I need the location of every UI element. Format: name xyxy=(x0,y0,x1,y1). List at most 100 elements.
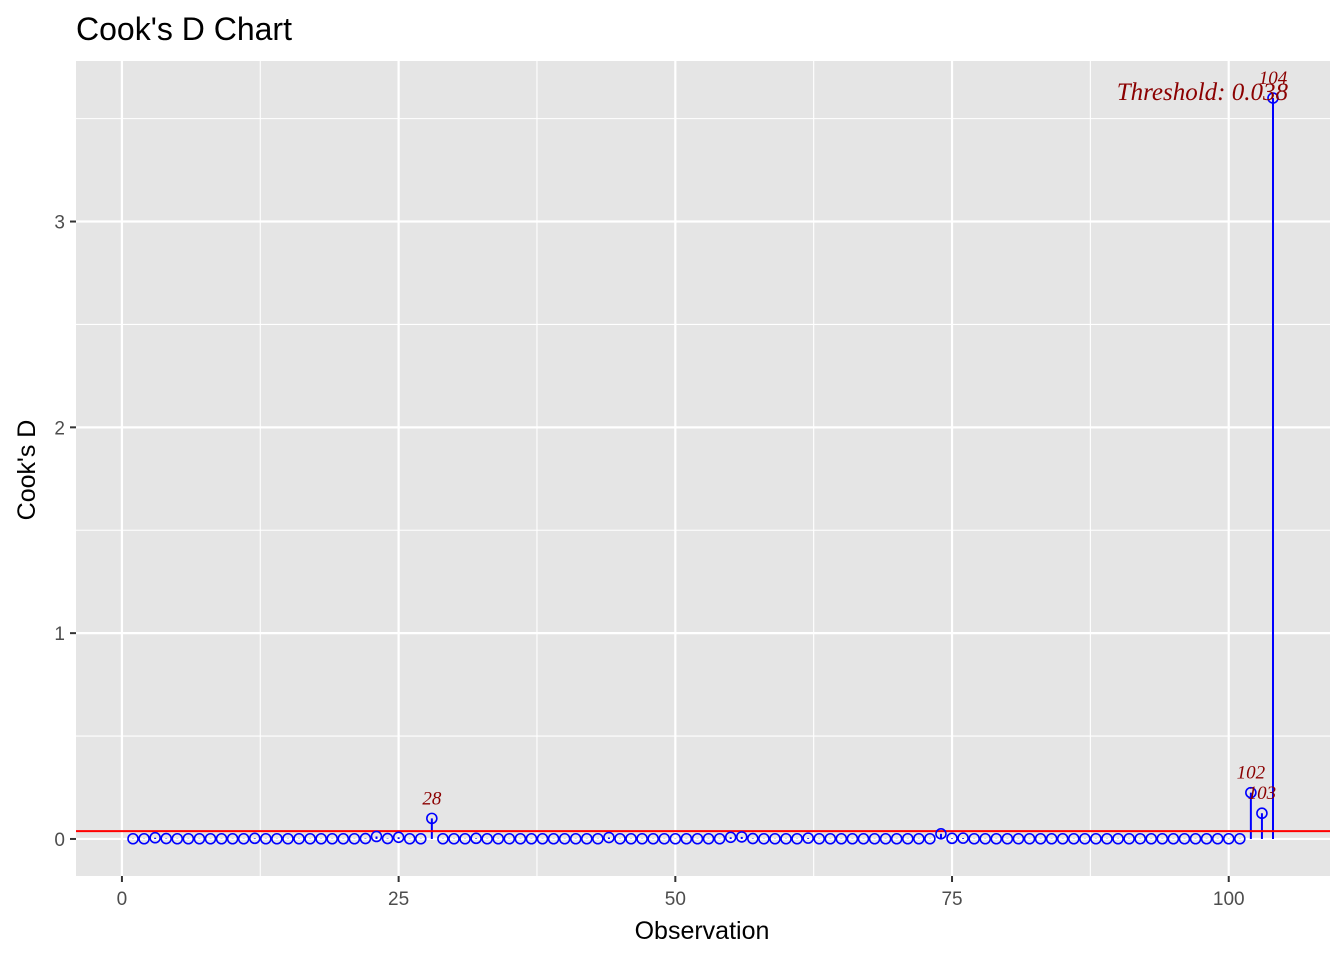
data-point xyxy=(381,832,394,845)
data-point xyxy=(835,832,848,845)
data-point xyxy=(127,832,139,845)
data-point xyxy=(138,832,150,845)
data-point xyxy=(1034,832,1047,845)
data-point xyxy=(935,828,947,840)
data-point xyxy=(636,832,648,845)
data-point xyxy=(1256,807,1268,820)
data-point xyxy=(282,832,294,845)
data-point xyxy=(1056,832,1069,845)
data-point xyxy=(1267,92,1279,104)
data-point xyxy=(1200,832,1213,845)
data-point xyxy=(658,832,671,845)
data-point xyxy=(879,832,892,845)
data-point xyxy=(802,832,814,844)
data-point xyxy=(1079,832,1091,845)
data-point xyxy=(1067,832,1080,845)
data-point xyxy=(1001,832,1014,845)
data-point xyxy=(680,832,693,845)
data-point xyxy=(868,832,881,845)
data-point xyxy=(370,830,383,843)
data-point xyxy=(1233,832,1246,845)
data-point xyxy=(990,832,1003,845)
data-point xyxy=(691,832,704,845)
x-tick-label: 50 xyxy=(665,889,686,910)
data-point xyxy=(558,832,571,845)
point-label: 104 xyxy=(1259,68,1288,89)
data-point xyxy=(171,832,184,845)
data-point xyxy=(1134,832,1146,845)
y-axis: 0 1 2 3 xyxy=(54,213,76,851)
threshold-label: Threshold: 0.038 xyxy=(1117,79,1289,106)
data-point xyxy=(1023,832,1036,845)
y-tick-label: 2 xyxy=(54,418,65,439)
data-point xyxy=(293,832,305,845)
data-point xyxy=(403,832,416,845)
data-point xyxy=(713,832,726,845)
data-point xyxy=(536,832,549,845)
data-point xyxy=(747,832,759,845)
data-point xyxy=(437,832,449,845)
data-point xyxy=(846,832,859,845)
data-point xyxy=(857,832,870,845)
data-point xyxy=(1156,832,1169,845)
data-point xyxy=(957,832,969,844)
data-point xyxy=(813,832,826,845)
data-point xyxy=(392,831,405,844)
data-point xyxy=(226,832,239,845)
data-point xyxy=(758,832,770,845)
data-point xyxy=(414,832,427,845)
data-point xyxy=(592,832,604,845)
x-tick-label: 100 xyxy=(1213,889,1245,910)
data-point xyxy=(547,832,560,845)
y-tick-label: 1 xyxy=(54,624,65,645)
data-point xyxy=(1090,832,1102,845)
y-tick-label: 0 xyxy=(54,830,65,851)
x-tick-label: 25 xyxy=(388,889,409,910)
data-point xyxy=(769,832,781,845)
data-point xyxy=(625,832,637,845)
data-point xyxy=(1045,832,1058,845)
data-point xyxy=(1012,832,1025,845)
minor-gridlines xyxy=(76,61,1330,876)
data-point xyxy=(669,832,682,845)
data-point xyxy=(348,832,361,845)
y-tick-label: 3 xyxy=(54,213,65,234)
data-point xyxy=(1189,832,1202,845)
data-point xyxy=(503,832,516,845)
data-point xyxy=(149,831,161,844)
data-point xyxy=(337,832,350,845)
data-point xyxy=(525,832,538,845)
data-point xyxy=(724,831,737,844)
data-point xyxy=(1101,832,1113,845)
data-point xyxy=(901,832,914,845)
data-point xyxy=(215,832,228,845)
data-point xyxy=(979,832,992,845)
data-point xyxy=(1123,832,1135,845)
data-point xyxy=(182,832,195,845)
plot-panel xyxy=(76,61,1330,876)
data-point xyxy=(968,832,980,845)
data-point xyxy=(603,831,615,844)
data-point xyxy=(237,832,250,845)
data-point xyxy=(359,832,372,845)
x-axis-title: Observation xyxy=(635,917,770,945)
data-points xyxy=(127,92,1279,845)
point-label: 28 xyxy=(422,788,442,809)
data-point xyxy=(426,812,438,825)
data-point xyxy=(260,832,272,845)
data-point xyxy=(326,832,339,845)
data-point xyxy=(204,832,217,845)
data-point xyxy=(824,832,837,845)
data-point xyxy=(481,832,493,845)
data-point xyxy=(514,832,527,845)
data-point xyxy=(580,832,593,845)
data-point xyxy=(780,832,792,845)
point-label: 102 xyxy=(1237,763,1266,784)
data-point xyxy=(1167,832,1180,845)
data-point xyxy=(647,832,659,845)
data-point xyxy=(1211,832,1224,845)
data-point xyxy=(913,832,925,845)
data-point xyxy=(924,832,936,845)
data-point xyxy=(702,832,715,845)
